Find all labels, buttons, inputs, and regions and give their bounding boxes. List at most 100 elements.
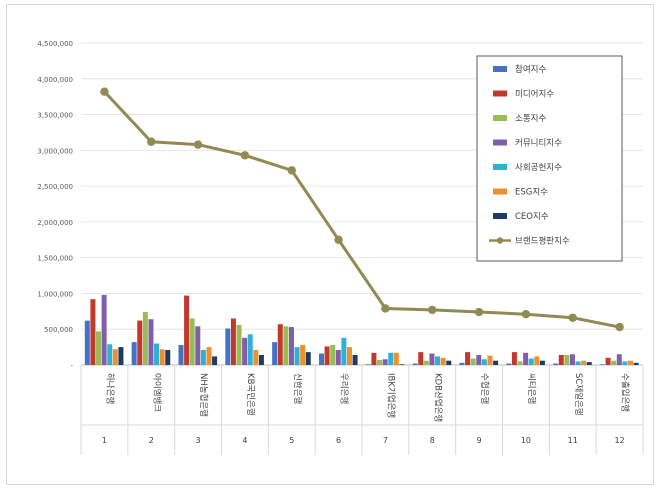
y-tick-label: 1,500,000 <box>37 255 73 263</box>
bar <box>575 361 581 365</box>
bar <box>517 361 523 365</box>
line-point <box>428 305 437 315</box>
rank-label: 11 <box>568 436 578 445</box>
bar <box>165 349 171 365</box>
bar <box>506 363 512 365</box>
legend-label: CEO지수 <box>515 212 549 222</box>
rank-label: 8 <box>430 436 435 445</box>
bar <box>300 344 306 365</box>
legend-label: ESG지수 <box>515 188 548 198</box>
bar <box>253 349 259 365</box>
line-point <box>100 87 109 96</box>
bar <box>423 360 429 365</box>
legend-label: 커뮤니티지수 <box>515 138 562 149</box>
y-tick-label: 500,000 <box>44 326 73 334</box>
y-tick-label: 3,000,000 <box>37 147 73 155</box>
legend-label: 브랜드평판지수 <box>515 236 570 247</box>
line-point <box>147 137 156 146</box>
bar <box>412 363 418 365</box>
bar <box>493 360 499 365</box>
bar <box>318 353 324 365</box>
bar <box>371 352 377 365</box>
rank-label: 3 <box>196 436 201 445</box>
bar <box>633 362 639 365</box>
bar <box>178 344 184 365</box>
bar <box>534 356 540 365</box>
bar-series <box>84 294 639 365</box>
legend-label: 참여지수 <box>515 64 546 75</box>
line-point <box>615 322 624 332</box>
bar <box>487 355 493 365</box>
bar <box>581 360 587 365</box>
legend-swatch-marker <box>496 237 504 244</box>
bar <box>465 352 471 365</box>
bar <box>184 295 190 365</box>
bar <box>96 331 102 365</box>
bar <box>352 354 358 365</box>
category-label: 씨티은행 <box>526 373 537 404</box>
legend-swatch <box>493 213 507 219</box>
bar <box>90 299 96 365</box>
rank-label: 2 <box>149 436 154 445</box>
bar <box>539 360 545 365</box>
line-series <box>100 87 624 332</box>
line-point <box>568 313 577 322</box>
legend-swatch <box>493 66 507 72</box>
bar <box>277 324 283 365</box>
bar <box>481 359 487 365</box>
bar <box>418 352 424 365</box>
bar <box>258 354 264 365</box>
bar <box>242 337 248 365</box>
x-axis: 하나은행 1 아이엠뱅크 2 NH농협은행 3 KB국민은행 4 신한은행 5 우리은행 6 IBK기업… <box>80 365 644 455</box>
bar <box>131 342 137 365</box>
bar <box>294 347 300 365</box>
gridlines <box>81 42 643 366</box>
bar <box>148 319 154 365</box>
rank-label: 9 <box>477 436 482 445</box>
category-label: 수출입은행 <box>620 373 631 412</box>
bar <box>627 360 633 365</box>
line-path <box>103 90 620 329</box>
bar <box>365 364 371 365</box>
category-label: NH농협은행 <box>198 373 209 417</box>
rank-label: 10 <box>521 436 531 445</box>
bar <box>440 357 446 365</box>
bar <box>435 356 441 365</box>
y-tick-label: 3,500,000 <box>37 112 73 120</box>
y-axis: - 500,000 1,000,000 1,500,000 2,000,000 2,500… <box>37 40 73 370</box>
bar <box>225 328 231 365</box>
bar <box>154 343 160 365</box>
bar <box>553 363 559 365</box>
category-label: SC제일은행 <box>573 373 584 416</box>
bar <box>84 320 90 365</box>
legend-swatch <box>493 188 507 195</box>
bar <box>272 342 278 365</box>
line-point <box>193 140 203 149</box>
legend-label: 소통지수 <box>515 114 546 124</box>
bar <box>523 352 529 365</box>
bar <box>558 354 564 365</box>
bar <box>189 318 195 365</box>
bar <box>459 362 465 365</box>
line-point <box>287 166 296 175</box>
rank-label: 4 <box>242 436 247 445</box>
y-tick-label: 4,500,000 <box>37 40 73 48</box>
bar <box>470 358 476 365</box>
line-point <box>334 235 343 244</box>
bar <box>236 324 242 365</box>
bar <box>388 352 394 365</box>
bar <box>107 344 113 365</box>
legend-label: 미디어지수 <box>515 89 554 100</box>
category-label: 하나은행 <box>104 373 115 404</box>
y-tick-label: 2,500,000 <box>37 183 73 191</box>
legend-box <box>476 55 623 262</box>
y-tick-label: - <box>70 362 73 370</box>
bar <box>341 337 347 365</box>
bar <box>528 358 534 365</box>
bar <box>288 327 294 365</box>
bar <box>393 352 399 365</box>
bar <box>599 364 605 365</box>
bar <box>564 354 570 365</box>
bar <box>446 360 452 365</box>
